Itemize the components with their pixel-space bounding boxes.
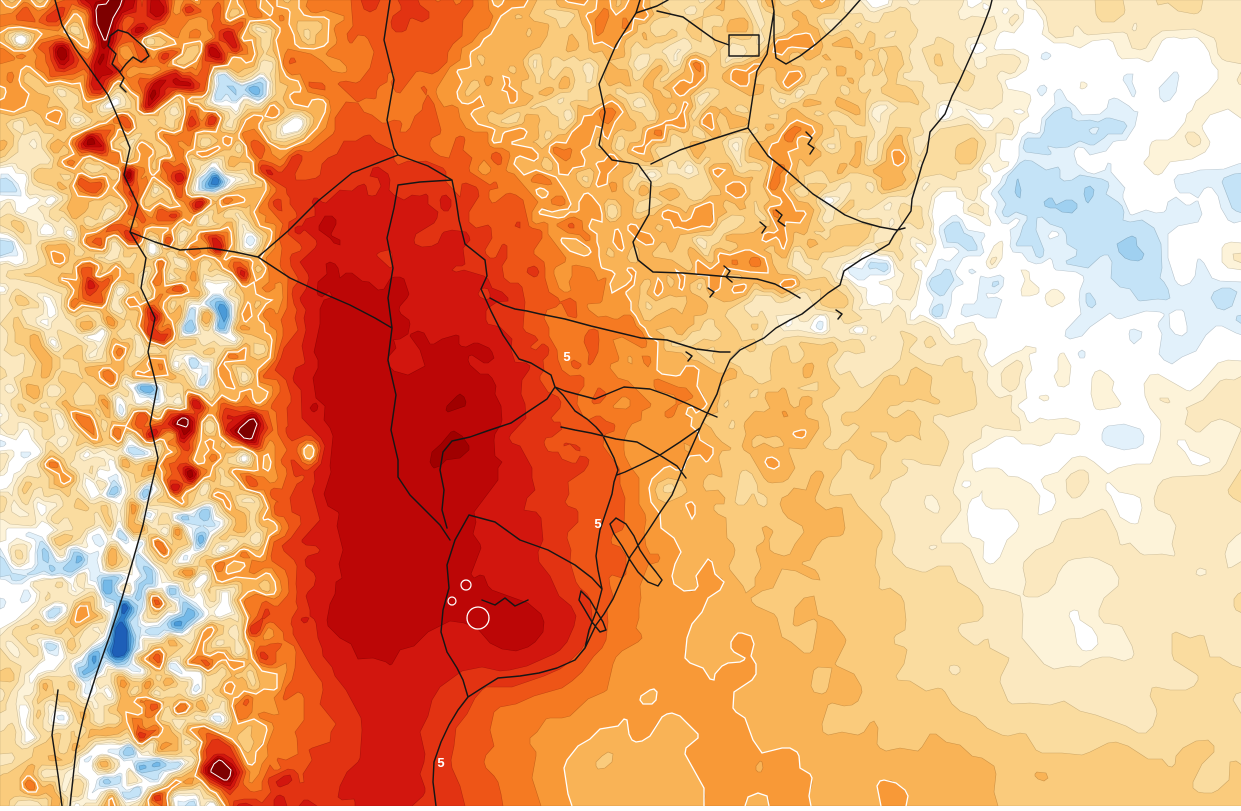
svg-text:5: 5 — [594, 516, 601, 531]
svg-text:5: 5 — [563, 349, 570, 364]
svg-text:5: 5 — [437, 755, 444, 770]
